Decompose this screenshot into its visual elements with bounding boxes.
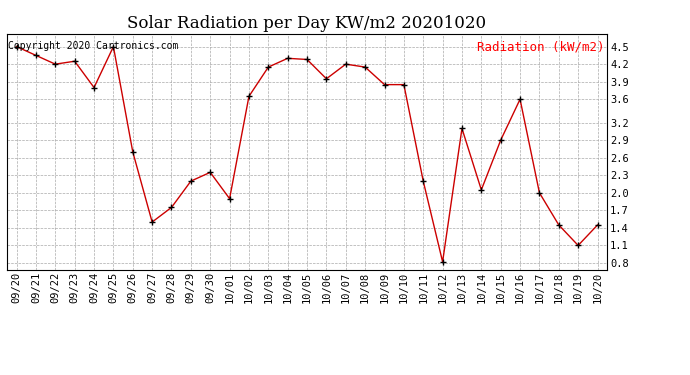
Title: Solar Radiation per Day KW/m2 20201020: Solar Radiation per Day KW/m2 20201020	[128, 15, 486, 32]
Text: Radiation (kW/m2): Radiation (kW/m2)	[477, 41, 604, 54]
Text: Copyright 2020 Cartronics.com: Copyright 2020 Cartronics.com	[8, 41, 179, 51]
